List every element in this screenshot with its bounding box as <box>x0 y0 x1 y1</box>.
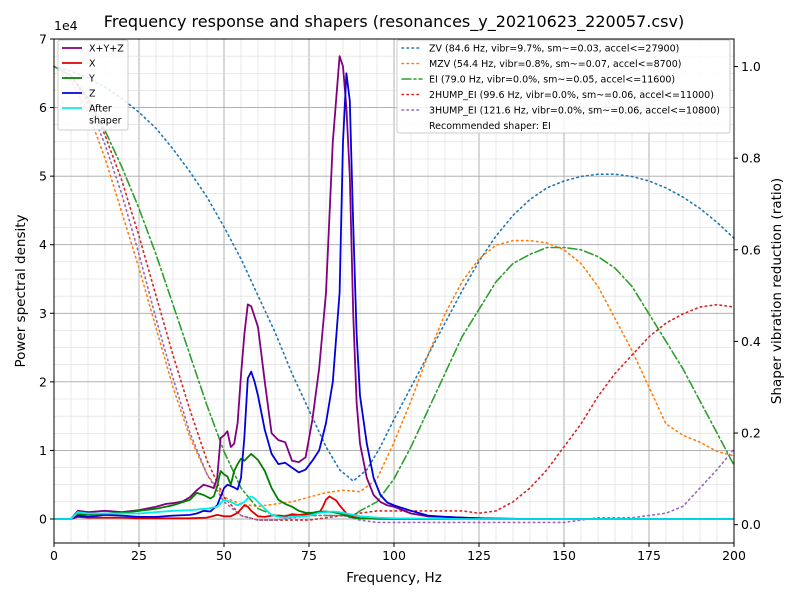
y-tick-label: 0 <box>39 512 47 527</box>
x-tick-label: 25 <box>131 548 147 563</box>
legend-label: Y <box>88 74 95 85</box>
y2-tick-label: 1.0 <box>741 59 761 74</box>
psd-line-y <box>54 452 734 520</box>
legend-label: X <box>89 59 96 70</box>
legend-recommendation: Recommended shaper: EI <box>429 121 551 132</box>
y-axis-label: Power spectral density <box>13 214 29 367</box>
y2-tick-label: 0.4 <box>741 334 761 349</box>
legend-label: 2HUMP_EI (99.6 Hz, vibr=0.0%, sm~=0.06, … <box>429 90 714 101</box>
chart-title: Frequency response and shapers (resonanc… <box>104 12 684 32</box>
y-tick-label: 6 <box>39 100 47 115</box>
psd-line-z <box>54 72 734 520</box>
y2-tick-label: 0.2 <box>741 426 761 441</box>
y2-tick-label: 0.6 <box>741 242 761 257</box>
y2-axis-ticks: 0.0 0.2 0.4 0.6 0.8 1.0 <box>734 59 761 532</box>
psd-line-after-shaper <box>54 495 734 520</box>
y-axis-offset-text: 1e4 <box>54 18 78 33</box>
x-tick-label: 50 <box>216 548 232 563</box>
legend-shapers: ZV (84.6 Hz, vibr=9.7%, sm~=0.03, accel<… <box>396 39 731 134</box>
shaper-line-3hump-ei <box>53 65 735 524</box>
legend-label: EI (79.0 Hz, vibr=0.0%, sm~=0.05, accel<… <box>429 75 675 86</box>
y-tick-label: 2 <box>39 374 47 389</box>
x-tick-label: 150 <box>552 548 576 563</box>
legend-label: Z <box>89 89 96 100</box>
y-tick-label: 7 <box>39 32 47 47</box>
x-tick-label: 0 <box>50 548 58 563</box>
x-tick-label: 175 <box>637 548 661 563</box>
psd-curves <box>54 55 734 520</box>
shaper-line-zv <box>53 65 735 483</box>
shaper-line-mzv <box>53 65 735 508</box>
x-tick-label: 75 <box>301 548 317 563</box>
y2-axis-label: Shaper vibration reduction (ratio) <box>769 178 785 404</box>
legend-label: ZV (84.6 Hz, vibr=9.7%, sm~=0.03, accel<… <box>429 44 679 55</box>
legend-label: After <box>89 104 112 115</box>
legend-shapers-frame <box>396 39 731 134</box>
y-tick-label: 1 <box>39 443 47 458</box>
y-tick-label: 3 <box>39 306 47 321</box>
x-tick-label: 200 <box>722 548 746 563</box>
x-axis-label: Frequency, Hz <box>346 570 442 586</box>
shaper-line-ei <box>53 65 735 517</box>
y2-tick-label: 0.8 <box>741 151 761 166</box>
shaper-curves <box>53 65 735 524</box>
legend-label: 3HUMP_EI (121.6 Hz, vibr=0.0%, sm~=0.06,… <box>429 106 720 117</box>
legend-label: X+Y+Z <box>89 44 124 55</box>
legend-label: shaper <box>89 116 122 127</box>
y-axis-ticks: 0 1 2 3 4 5 6 7 <box>39 32 54 527</box>
y2-tick-label: 0.0 <box>741 517 761 532</box>
legend-label: MZV (54.4 Hz, vibr=0.8%, sm~=0.07, accel… <box>429 59 681 70</box>
x-tick-label: 125 <box>467 548 491 563</box>
x-tick-label: 100 <box>382 548 406 563</box>
y-tick-label: 4 <box>39 237 47 252</box>
x-axis-ticks: 0 25 50 75 100 125 150 175 200 <box>50 543 746 563</box>
y-tick-label: 5 <box>39 169 47 184</box>
